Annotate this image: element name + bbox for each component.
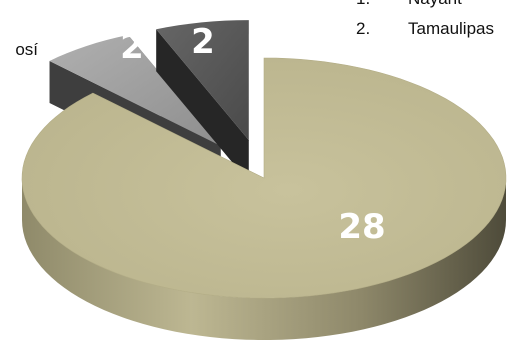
- data-label-slice-1: 28: [338, 207, 385, 247]
- slice-3-wall-start: [156, 29, 249, 183]
- data-label-slice-3: 2: [191, 22, 215, 62]
- slice-2-top: [49, 35, 221, 146]
- pie-slices: [21, 20, 507, 340]
- data-label-slice-2: 2: [120, 27, 144, 67]
- slice-3-top: [156, 20, 249, 141]
- legend: osí 1. Nayarit 2. Tamaulipas: [15, 0, 494, 59]
- legend-item-1-label: Nayarit: [408, 0, 462, 8]
- data-labels: 28 2 2: [120, 22, 386, 247]
- legend-item-2-number: 2.: [356, 19, 370, 38]
- legend-partial-text: osí: [15, 40, 38, 59]
- slice-1-top: [21, 57, 507, 299]
- legend-item-2-label: Tamaulipas: [408, 19, 494, 38]
- slice-1-side: [22, 178, 506, 340]
- legend-item-1-number: 1.: [356, 0, 370, 8]
